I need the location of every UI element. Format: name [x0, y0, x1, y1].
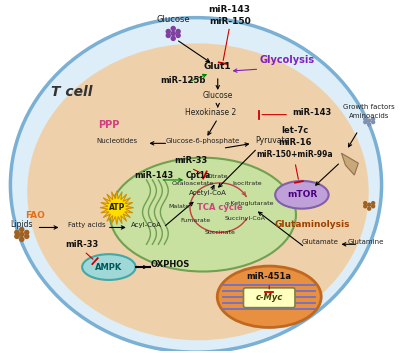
Text: miR-33: miR-33 — [66, 240, 99, 249]
FancyBboxPatch shape — [244, 288, 295, 308]
Text: Cpt1a: Cpt1a — [185, 171, 210, 180]
Circle shape — [176, 33, 181, 38]
Text: c-Myc: c-Myc — [256, 293, 283, 302]
Ellipse shape — [110, 158, 296, 271]
Circle shape — [363, 120, 368, 124]
Text: Glycolysis: Glycolysis — [259, 55, 314, 65]
Text: α-Ketoglutarate: α-Ketoglutarate — [225, 201, 274, 206]
Text: miR-125b: miR-125b — [160, 76, 206, 85]
Circle shape — [170, 36, 176, 41]
Polygon shape — [342, 153, 358, 175]
Text: Citrate: Citrate — [207, 174, 228, 179]
Polygon shape — [100, 191, 134, 225]
Text: miR-16: miR-16 — [278, 138, 312, 147]
Circle shape — [371, 204, 375, 209]
Circle shape — [371, 201, 375, 205]
Text: TCA cycle: TCA cycle — [197, 203, 242, 212]
Text: miR-150: miR-150 — [209, 17, 250, 26]
Circle shape — [170, 31, 176, 36]
Text: Oxaloacetate: Oxaloacetate — [172, 181, 214, 186]
Text: Glutaminolysis: Glutaminolysis — [274, 221, 350, 229]
Text: Pyruvate: Pyruvate — [255, 136, 290, 145]
Text: T cell: T cell — [52, 85, 93, 99]
Text: miR-33: miR-33 — [174, 156, 208, 165]
Text: Isocitrate: Isocitrate — [233, 181, 262, 186]
Text: miR-451a: miR-451a — [247, 272, 292, 281]
Text: Glucose: Glucose — [156, 15, 190, 24]
Circle shape — [371, 120, 375, 124]
Circle shape — [367, 203, 371, 207]
Text: Glutamate: Glutamate — [301, 239, 338, 245]
Text: Succinate: Succinate — [204, 231, 235, 235]
Text: mTOR: mTOR — [287, 190, 317, 199]
Circle shape — [367, 118, 371, 123]
Ellipse shape — [10, 18, 382, 352]
Text: let-7c: let-7c — [281, 126, 308, 136]
Circle shape — [371, 117, 375, 121]
Text: Glut1: Glut1 — [204, 62, 232, 71]
Circle shape — [363, 117, 368, 121]
Circle shape — [19, 237, 24, 242]
Ellipse shape — [275, 181, 329, 209]
Circle shape — [24, 234, 30, 239]
Text: Fumarate: Fumarate — [180, 217, 210, 222]
Circle shape — [166, 29, 171, 34]
Text: Hexokinase 2: Hexokinase 2 — [185, 108, 236, 116]
Text: AMPK: AMPK — [95, 263, 122, 271]
Text: miR-143: miR-143 — [292, 108, 331, 116]
Ellipse shape — [82, 254, 136, 280]
Text: Fatty acids: Fatty acids — [68, 222, 106, 228]
Text: Growth factors: Growth factors — [343, 104, 395, 110]
Text: Glutamine: Glutamine — [348, 239, 384, 245]
Text: Glucose: Glucose — [202, 91, 233, 100]
Text: FAO: FAO — [25, 211, 44, 220]
Circle shape — [19, 227, 24, 232]
Text: Lipids: Lipids — [10, 221, 33, 229]
Circle shape — [367, 207, 371, 211]
Text: Acetyl-CoA: Acetyl-CoA — [189, 190, 227, 196]
Text: Aminoacids: Aminoacids — [349, 113, 389, 119]
Text: OXPHOS: OXPHOS — [151, 260, 190, 269]
Text: Succinyl-CoA: Succinyl-CoA — [225, 216, 266, 221]
Circle shape — [166, 33, 171, 38]
Circle shape — [14, 234, 20, 239]
Circle shape — [170, 26, 176, 31]
Circle shape — [176, 29, 181, 34]
Text: Nucleotides: Nucleotides — [96, 138, 137, 144]
Circle shape — [363, 201, 368, 205]
Text: miR-143: miR-143 — [209, 5, 251, 14]
Ellipse shape — [27, 43, 369, 340]
Text: Acyl-CoA: Acyl-CoA — [131, 222, 162, 228]
Circle shape — [367, 122, 371, 127]
Text: ATP: ATP — [109, 203, 125, 212]
Text: PPP: PPP — [98, 120, 120, 131]
Text: Glucose-6-phosphate: Glucose-6-phosphate — [166, 138, 240, 144]
Text: Malate: Malate — [169, 204, 190, 209]
Text: miR-143: miR-143 — [134, 171, 173, 180]
Circle shape — [14, 230, 20, 235]
Ellipse shape — [217, 266, 321, 328]
Circle shape — [24, 230, 30, 235]
Text: miR-150+miR-99a: miR-150+miR-99a — [257, 150, 333, 159]
Circle shape — [363, 204, 368, 209]
Circle shape — [19, 232, 24, 237]
